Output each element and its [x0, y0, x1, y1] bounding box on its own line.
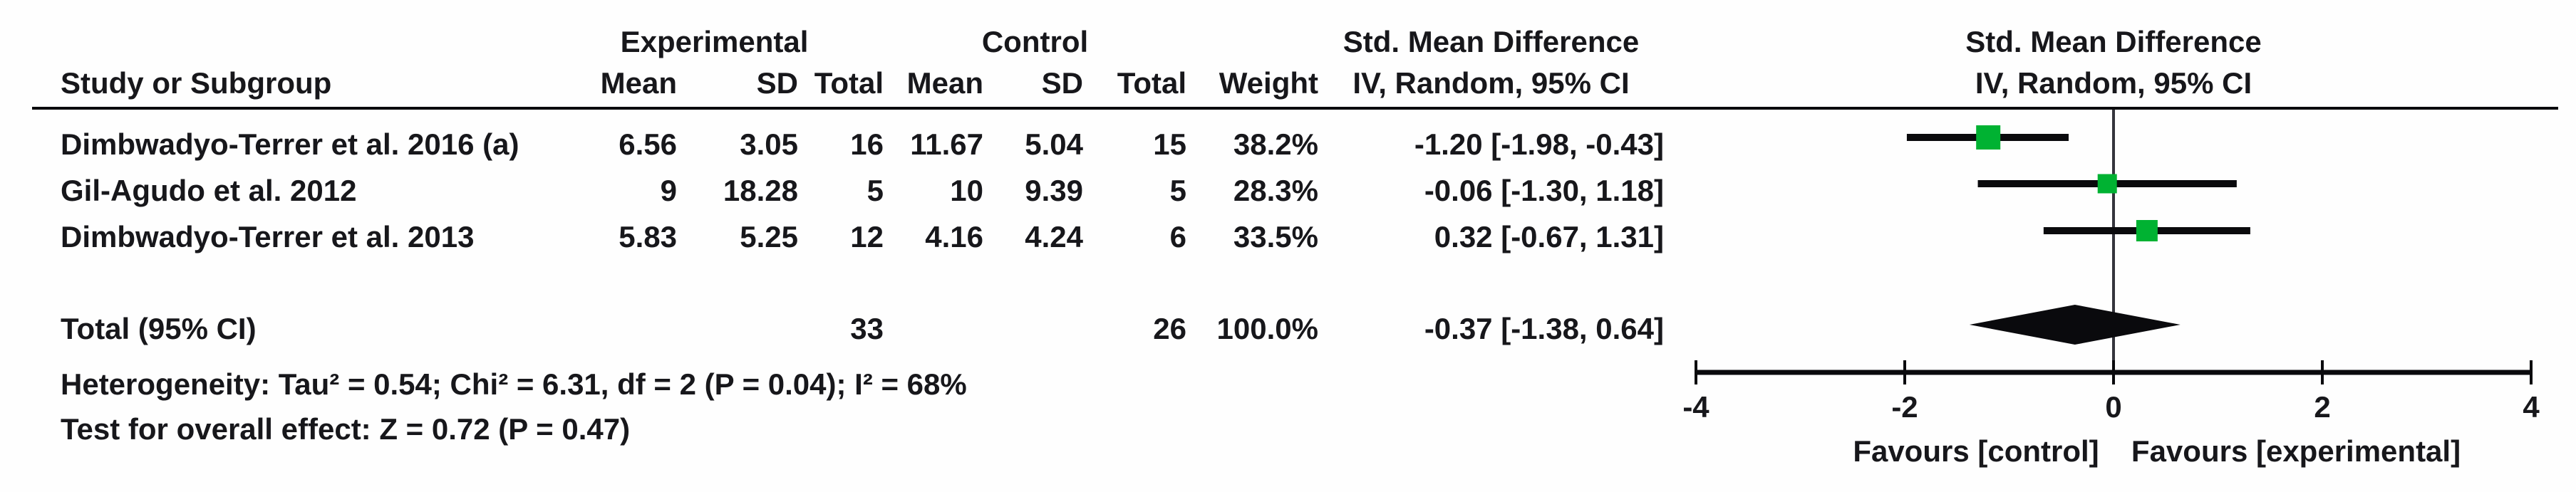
- cell-total-weight: 100.0%: [1216, 312, 1318, 345]
- cell-weight: 33.5%: [1233, 220, 1318, 253]
- cell-exp-sd: 18.28: [723, 174, 798, 207]
- column-header-study: Study or Subgroup: [61, 66, 332, 100]
- cell-exp-mean: 6.56: [619, 127, 677, 161]
- cell-exp-total: 5: [867, 174, 884, 207]
- study-marker-square: [2097, 174, 2117, 194]
- x-axis-tick-label: 2: [2314, 390, 2330, 424]
- plot-column-header-line2: IV, Random, 95% CI: [1975, 66, 2252, 100]
- table-row: Dimbwadyo-Terrer et al. 2016 (a) 6.56 3.…: [0, 121, 1735, 167]
- cell-weight: 28.3%: [1233, 174, 1318, 207]
- total-row: Total (95% CI) 33 26 100.0% -0.37 [-1.38…: [0, 306, 1735, 352]
- group-header-control: Control: [981, 25, 1089, 58]
- cell-exp-sd: 5.25: [740, 220, 798, 253]
- smd-column-header-line2: IV, Random, 95% CI: [1352, 66, 1630, 100]
- group-header-experimental: Experimental: [620, 25, 809, 58]
- column-header-exp-total: Total: [814, 66, 884, 100]
- cell-exp-sd: 3.05: [740, 127, 798, 161]
- cell-smd-ci: -0.06 [-1.30, 1.18]: [1424, 174, 1664, 207]
- cell-ctl-total: 5: [1169, 174, 1186, 207]
- cell-ctl-mean: 10: [950, 174, 983, 207]
- cell-smd-ci: 0.32 [-0.67, 1.31]: [1434, 220, 1664, 253]
- x-axis-tick-label: -4: [1682, 390, 1709, 424]
- cell-ctl-sd: 4.24: [1025, 220, 1083, 253]
- table-header-columns: Study or Subgroup Mean SD Total Mean SD …: [0, 63, 1735, 104]
- cell-smd-ci: -1.20 [-1.98, -0.43]: [1414, 127, 1664, 161]
- cell-total-exp-total: 33: [850, 312, 884, 345]
- x-axis-tick-label: 4: [2523, 390, 2540, 424]
- cell-weight: 38.2%: [1233, 127, 1318, 161]
- favours-left-label: Favours [control]: [1853, 434, 2099, 468]
- heterogeneity-note: Heterogeneity: Tau² = 0.54; Chi² = 6.31,…: [61, 367, 967, 401]
- study-marker-square: [1976, 125, 2001, 150]
- cell-study-name: Dimbwadyo-Terrer et al. 2013: [61, 220, 475, 253]
- column-header-exp-sd: SD: [756, 66, 798, 100]
- cell-ctl-mean: 11.67: [910, 127, 983, 161]
- column-header-exp-mean: Mean: [600, 66, 677, 100]
- overall-effect-note: Test for overall effect: Z = 0.72 (P = 0…: [61, 412, 631, 446]
- cell-total-label: Total (95% CI): [61, 312, 257, 345]
- cell-ctl-sd: 5.04: [1025, 127, 1083, 161]
- cell-ctl-total: 15: [1153, 127, 1186, 161]
- plot-column-header-line1: Std. Mean Difference: [1965, 25, 2262, 58]
- cell-ctl-sd: 9.39: [1025, 174, 1083, 207]
- column-header-ctl-mean: Mean: [906, 66, 983, 100]
- table-row: Dimbwadyo-Terrer et al. 2013 5.83 5.25 1…: [0, 214, 1735, 260]
- x-axis-tick-label: -2: [1891, 390, 1918, 424]
- table-row: Gil-Agudo et al. 2012 9 18.28 5 10 9.39 …: [0, 167, 1735, 214]
- cell-exp-mean: 5.83: [619, 220, 677, 253]
- cell-ctl-total: 6: [1169, 220, 1186, 253]
- smd-column-header-line1: Std. Mean Difference: [1343, 25, 1640, 58]
- cell-exp-total: 16: [850, 127, 884, 161]
- table-header-groups: Experimental Control Std. Mean Differenc…: [0, 21, 1735, 63]
- header-divider-line: [32, 107, 2558, 110]
- column-header-ctl-total: Total: [1117, 66, 1186, 100]
- study-marker-square: [2136, 220, 2158, 241]
- column-header-weight: Weight: [1219, 66, 1318, 100]
- cell-total-smd-ci: -0.37 [-1.38, 0.64]: [1424, 312, 1664, 345]
- cell-exp-mean: 9: [660, 174, 677, 207]
- cell-total-ctl-total: 26: [1153, 312, 1186, 345]
- total-diamond: [1969, 305, 2181, 345]
- cell-exp-total: 12: [850, 220, 884, 253]
- cell-ctl-mean: 4.16: [925, 220, 983, 253]
- cell-study-name: Gil-Agudo et al. 2012: [61, 174, 357, 207]
- x-axis-tick-label: 0: [2105, 390, 2121, 424]
- column-header-ctl-sd: SD: [1041, 66, 1083, 100]
- favours-right-label: Favours [experimental]: [2131, 434, 2461, 468]
- cell-study-name: Dimbwadyo-Terrer et al. 2016 (a): [61, 127, 519, 161]
